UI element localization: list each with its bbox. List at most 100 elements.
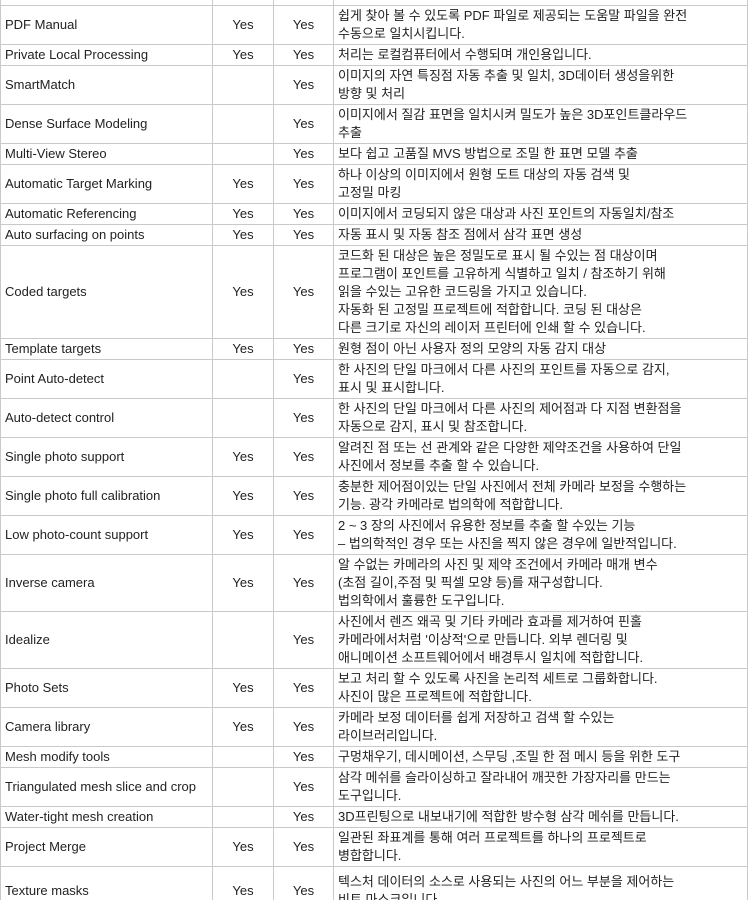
table-row: Water-tight mesh creation Yes 3D프린팅으로 내보… <box>0 806 748 828</box>
table-row: Point Auto-detect Yes 한 사진의 단일 마크에서 다른 사… <box>0 359 748 399</box>
column-a-cell <box>212 65 274 105</box>
description-cell: 텍스처 데이터의 소스로 사용되는 사진의 어느 부분을 제어하는 비트 마스크… <box>333 866 748 900</box>
column-b-cell: Yes <box>273 515 334 555</box>
column-b-cell: Yes <box>273 245 334 339</box>
column-b-cell: Yes <box>273 767 334 807</box>
description-cell: 한 사진의 단일 마크에서 다른 사진의 제어점과 다 지점 변환점을 자동으로… <box>333 398 748 438</box>
column-a-cell <box>212 746 274 768</box>
column-b-cell: Yes <box>273 437 334 477</box>
column-a-cell: Yes <box>212 866 274 900</box>
description-cell: 카메라 보정 데이터를 쉽게 저장하고 검색 할 수있는 라이브러리입니다. <box>333 707 748 747</box>
feature-name-cell: Point Auto-detect <box>0 359 213 399</box>
column-b-cell: Yes <box>273 668 334 708</box>
column-b-cell: Yes <box>273 554 334 612</box>
column-a-cell: Yes <box>212 44 274 66</box>
description-cell: 보고 처리 할 수 있도록 사진을 논리적 세트로 그룹화합니다. 사진이 많은… <box>333 668 748 708</box>
feature-name-cell: Project Merge <box>0 827 213 867</box>
description-cell: 자동 표시 및 자동 참조 점에서 삼각 표면 생성 <box>333 224 748 246</box>
column-a-cell: Yes <box>212 164 274 204</box>
feature-name-cell: Camera library <box>0 707 213 747</box>
column-a-cell: Yes <box>212 707 274 747</box>
description-cell: 구멍채우기, 데시메이션, 스무딩 ,조밀 한 점 메시 등을 위한 도구 <box>333 746 748 768</box>
description-cell: 원형 점이 아닌 사용자 정의 모양의 자동 감지 대상 <box>333 338 748 360</box>
feature-name-cell: Automatic Referencing <box>0 203 213 225</box>
column-a-cell: Yes <box>212 5 274 45</box>
table-row: Coded targets Yes Yes 코드화 된 대상은 높은 정밀도로 … <box>0 245 748 339</box>
description-cell: 사진에서 렌즈 왜곡 및 기타 카메라 효과를 제거하여 핀홀 카메라에서처럼 … <box>333 611 748 669</box>
table-row: Private Local Processing Yes Yes 처리는 로컬컴… <box>0 44 748 66</box>
table-row: Template targets Yes Yes 원형 점이 아닌 사용자 정의… <box>0 338 748 360</box>
column-b-cell: Yes <box>273 827 334 867</box>
description-cell: 쉽게 찾아 볼 수 있도록 PDF 파일로 제공되는 도움말 파일을 완전 수동… <box>333 5 748 45</box>
feature-name-cell: Idealize <box>0 611 213 669</box>
column-a-cell: Yes <box>212 245 274 339</box>
table-row: Project Merge Yes Yes 일관된 좌표계를 통해 여러 프로젝… <box>0 827 748 867</box>
table-row: Auto-detect control Yes 한 사진의 단일 마크에서 다른… <box>0 398 748 438</box>
feature-name-cell: Mesh modify tools <box>0 746 213 768</box>
table-row: Automatic Target Marking Yes Yes 하나 이상의 … <box>0 164 748 204</box>
column-a-cell <box>212 359 274 399</box>
column-a-cell <box>212 767 274 807</box>
column-a-cell: Yes <box>212 476 274 516</box>
column-b-cell: Yes <box>273 611 334 669</box>
table-row: SmartMatch Yes 이미지의 자연 특징점 자동 추출 및 일치, 3… <box>0 65 748 105</box>
description-cell: 이미지에서 질감 표면을 일치시켜 밀도가 높은 3D포인트클라우드 추출 <box>333 104 748 144</box>
column-b-cell: Yes <box>273 5 334 45</box>
table-row: Triangulated mesh slice and crop Yes 삼각 … <box>0 767 748 807</box>
column-b-cell: Yes <box>273 104 334 144</box>
description-cell: 이미지의 자연 특징점 자동 추출 및 일치, 3D데이터 생성을위한 방향 및… <box>333 65 748 105</box>
column-b-cell: Yes <box>273 359 334 399</box>
feature-name-cell: Single photo full calibration <box>0 476 213 516</box>
feature-name-cell: SmartMatch <box>0 65 213 105</box>
feature-name-cell: Auto surfacing on points <box>0 224 213 246</box>
table-row: Mesh modify tools Yes 구멍채우기, 데시메이션, 스무딩 … <box>0 746 748 768</box>
table-row: Camera library Yes Yes 카메라 보정 데이터를 쉽게 저장… <box>0 707 748 747</box>
feature-name-cell: PDF Manual <box>0 5 213 45</box>
description-cell: 충분한 제어점이있는 단일 사진에서 전체 카메라 보정을 수행하는 기능. 광… <box>333 476 748 516</box>
description-cell: 한 사진의 단일 마크에서 다른 사진의 포인트를 자동으로 감지, 표시 및 … <box>333 359 748 399</box>
column-b-cell: Yes <box>273 866 334 900</box>
column-a-cell: Yes <box>212 827 274 867</box>
column-a-cell: Yes <box>212 203 274 225</box>
description-cell: 알 수없는 카메라의 사진 및 제약 조건에서 카메라 매개 변수 (초점 길이… <box>333 554 748 612</box>
description-cell: 삼각 메쉬를 슬라이싱하고 잘라내어 깨끗한 가장자리를 만드는 도구입니다. <box>333 767 748 807</box>
column-b-cell: Yes <box>273 707 334 747</box>
feature-name-cell: Single photo support <box>0 437 213 477</box>
column-a-cell <box>212 104 274 144</box>
column-a-cell: Yes <box>212 554 274 612</box>
feature-name-cell: Automatic Target Marking <box>0 164 213 204</box>
table-row: PDF Manual Yes Yes 쉽게 찾아 볼 수 있도록 PDF 파일로… <box>0 5 748 45</box>
table-row: Texture masks Yes Yes 텍스처 데이터의 소스로 사용되는 … <box>0 866 748 900</box>
table-row: Automatic Referencing Yes Yes 이미지에서 코딩되지… <box>0 203 748 225</box>
column-b-cell: Yes <box>273 476 334 516</box>
table-row: Idealize Yes 사진에서 렌즈 왜곡 및 기타 카메라 효과를 제거하… <box>0 611 748 669</box>
column-a-cell: Yes <box>212 668 274 708</box>
column-b-cell: Yes <box>273 746 334 768</box>
description-cell: 이미지에서 코딩되지 않은 대상과 사진 포인트의 자동일치/참조 <box>333 203 748 225</box>
column-a-cell <box>212 398 274 438</box>
table-row: Inverse camera Yes Yes 알 수없는 카메라의 사진 및 제… <box>0 554 748 612</box>
column-b-cell: Yes <box>273 398 334 438</box>
feature-name-cell: Triangulated mesh slice and crop <box>0 767 213 807</box>
feature-name-cell: Template targets <box>0 338 213 360</box>
column-b-cell: Yes <box>273 65 334 105</box>
column-b-cell: Yes <box>273 224 334 246</box>
description-cell: 하나 이상의 이미지에서 원형 도트 대상의 자동 검색 및 고정밀 마킹 <box>333 164 748 204</box>
column-a-cell <box>212 611 274 669</box>
feature-name-cell: Dense Surface Modeling <box>0 104 213 144</box>
table-row: Low photo-count support Yes Yes 2 ~ 3 장의… <box>0 515 748 555</box>
column-b-cell: Yes <box>273 164 334 204</box>
feature-name-cell: Photo Sets <box>0 668 213 708</box>
table-row: Photo Sets Yes Yes 보고 처리 할 수 있도록 사진을 논리적… <box>0 668 748 708</box>
feature-name-cell: Texture masks <box>0 866 213 900</box>
column-b-cell: Yes <box>273 806 334 828</box>
column-a-cell: Yes <box>212 515 274 555</box>
feature-name-cell: Inverse camera <box>0 554 213 612</box>
description-cell: 2 ~ 3 장의 사진에서 유용한 정보를 추출 할 수있는 기능 – 법의학적… <box>333 515 748 555</box>
column-b-cell: Yes <box>273 338 334 360</box>
description-cell: 3D프린팅으로 내보내기에 적합한 방수형 삼각 메쉬를 만듭니다. <box>333 806 748 828</box>
description-cell: 일관된 좌표계를 통해 여러 프로젝트를 하나의 프로젝트로 병합합니다. <box>333 827 748 867</box>
